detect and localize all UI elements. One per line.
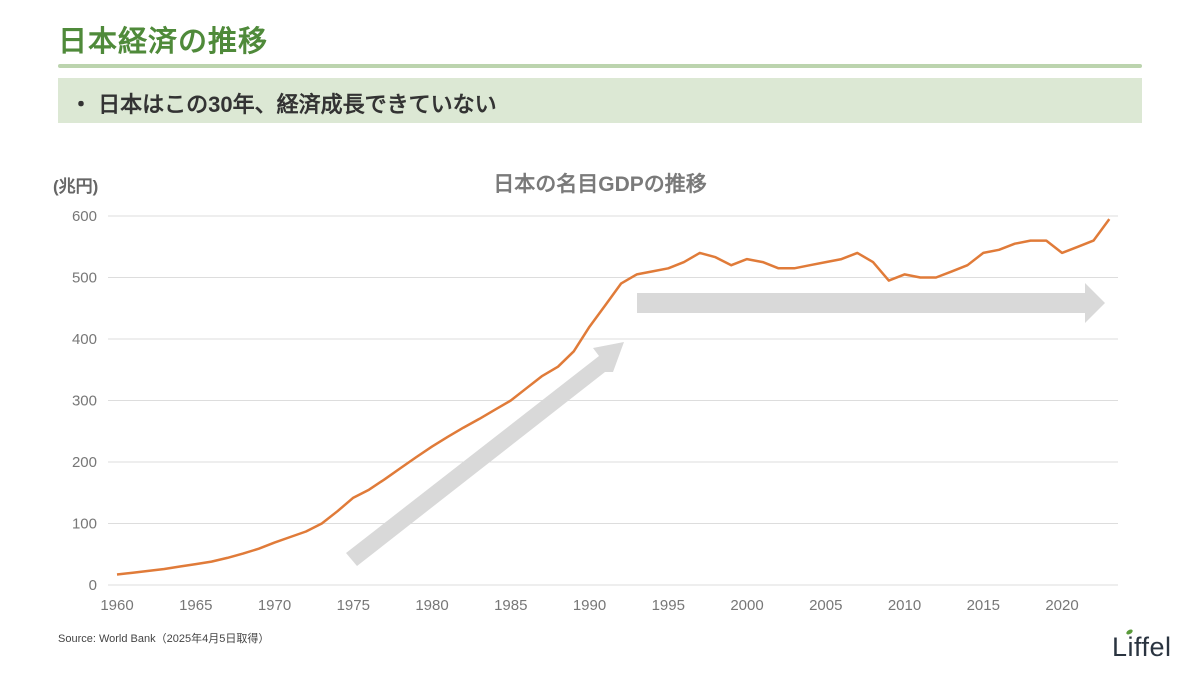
trend-arrows [346, 283, 1105, 566]
gridlines [108, 215, 1118, 586]
horizontal-stagnation-arrow-icon [637, 283, 1105, 323]
x-tick-label: 1960 [100, 597, 133, 614]
x-tick-label: 1965 [179, 597, 212, 614]
x-tick-label: 1990 [573, 597, 606, 614]
y-tick-label: 300 [72, 393, 97, 410]
y-tick-label: 500 [72, 270, 97, 287]
gdp-series-line [116, 218, 1111, 576]
slide-title: 日本経済の推移 [58, 26, 269, 58]
x-tick-label: 1980 [415, 597, 448, 614]
y-axis-unit-label: (兆円) [53, 177, 99, 196]
title-divider [58, 64, 1142, 68]
y-tick-label: 200 [72, 454, 97, 471]
x-tick-label: 2005 [809, 597, 842, 614]
bullet-text: ・ 日本はこの30年、経済成長できていない [70, 92, 497, 117]
chart-title: 日本の名目GDPの推移 [493, 173, 707, 196]
brand-logo: Liffel [1112, 632, 1172, 662]
source-note: Source: World Bank（2025年4月5日取得） [58, 633, 270, 645]
y-axis-ticks: 0 100 200 300 400 500 600 [72, 208, 97, 594]
x-tick-label: 1970 [258, 597, 291, 614]
y-tick-label: 0 [89, 577, 97, 594]
x-tick-label: 2010 [888, 597, 921, 614]
y-tick-label: 100 [72, 516, 97, 533]
x-tick-label: 1995 [652, 597, 685, 614]
y-tick-label: 600 [72, 208, 97, 225]
x-tick-label: 2000 [730, 597, 763, 614]
x-axis-ticks: 1960 1965 1970 1975 1980 1985 1990 1995 2000 2005… [100, 597, 1078, 614]
x-tick-label: 1985 [494, 597, 527, 614]
diagonal-growth-arrow-icon [346, 342, 624, 566]
x-tick-label: 2020 [1045, 597, 1078, 614]
y-tick-label: 400 [72, 331, 97, 348]
x-tick-label: 2015 [967, 597, 1000, 614]
bullet-banner: ・ 日本はこの30年、経済成長できていない [58, 78, 1142, 123]
x-tick-label: 1975 [337, 597, 370, 614]
